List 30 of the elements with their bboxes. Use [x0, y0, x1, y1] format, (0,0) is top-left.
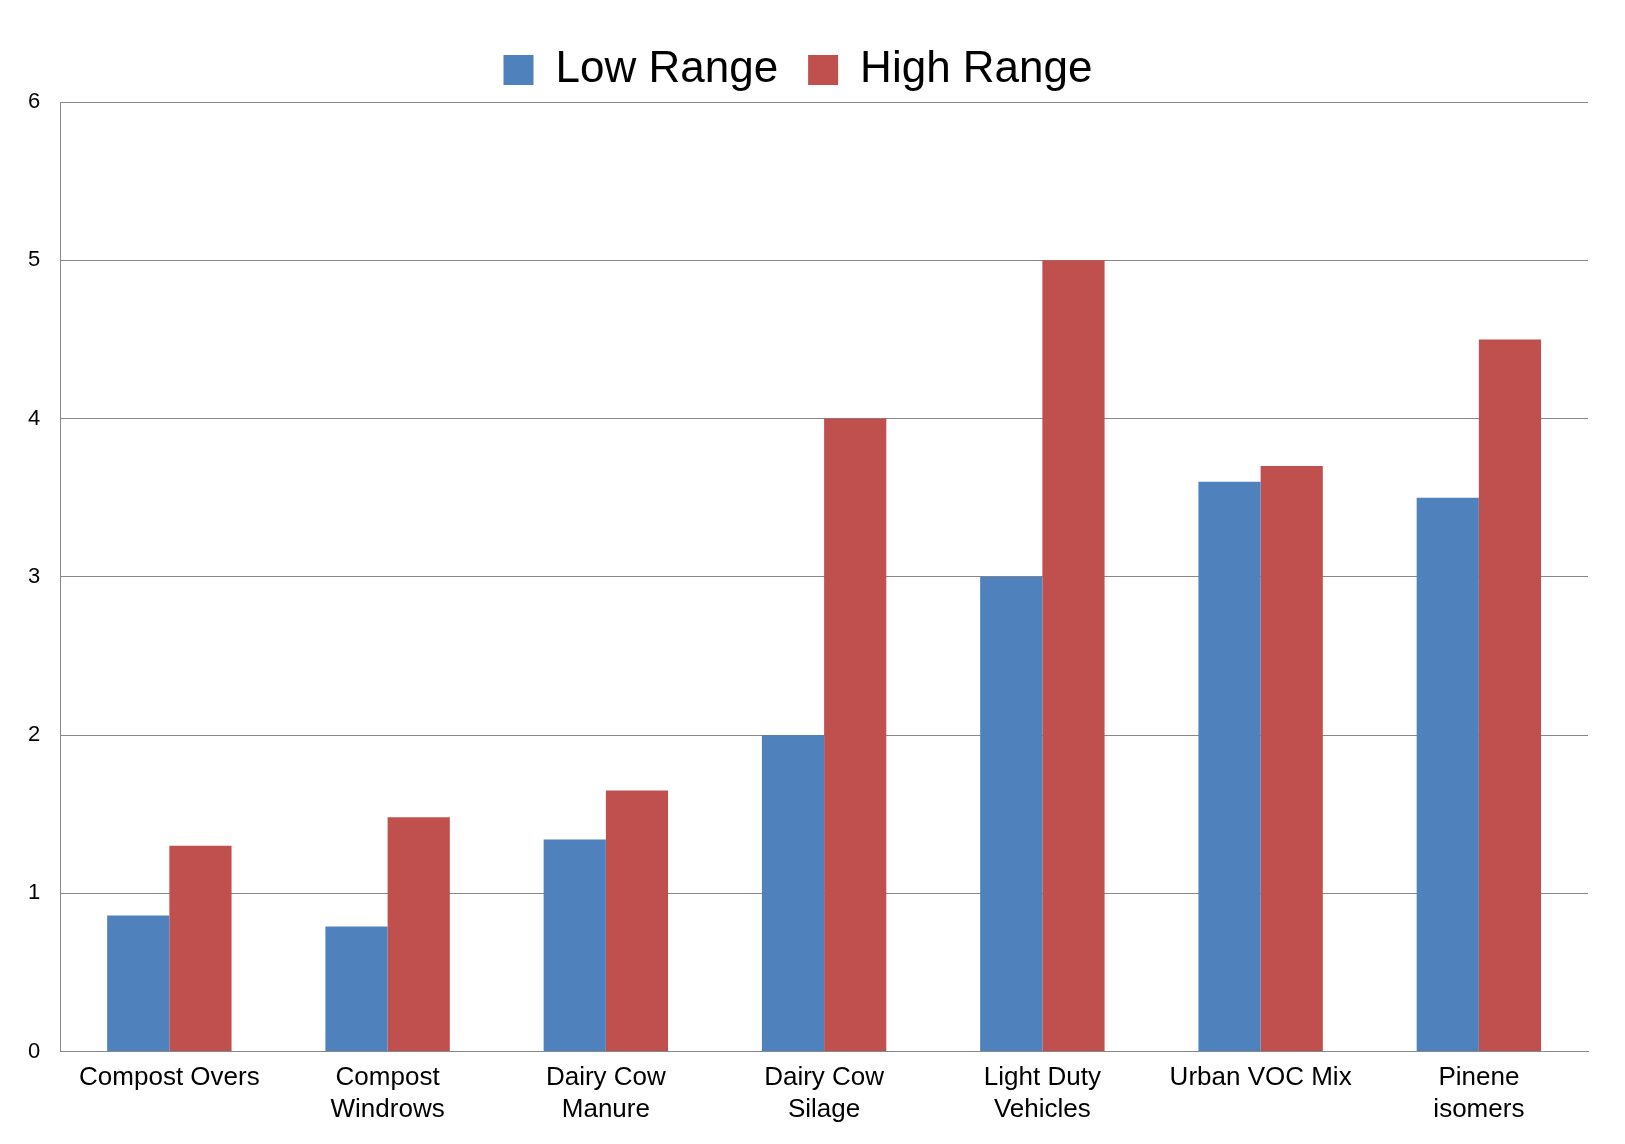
bar	[1260, 466, 1323, 1052]
x-tick-label: Pinene isomers	[1433, 1061, 1525, 1123]
y-tick-label: 5	[27, 246, 41, 272]
bar	[1042, 260, 1105, 1052]
y-tick-label: 0	[27, 1037, 41, 1063]
bar	[1198, 481, 1261, 1052]
bar	[824, 418, 887, 1052]
bar	[605, 790, 669, 1052]
bar	[1416, 497, 1479, 1052]
bar	[169, 845, 232, 1052]
x-tick-label: Compost Overs	[79, 1061, 260, 1092]
x-tick-label: Dairy Cow Silage	[764, 1061, 885, 1123]
y-tick-label: 6	[27, 88, 41, 114]
x-tick-label: Urban VOC Mix	[1169, 1061, 1352, 1092]
y-tick-label: 1	[27, 879, 41, 905]
legend-label: Low Range	[555, 42, 779, 92]
y-tick-label: 2	[27, 721, 41, 747]
bar	[980, 576, 1043, 1052]
y-tick-label: 3	[27, 562, 41, 588]
bar	[761, 735, 825, 1052]
bar	[107, 915, 170, 1052]
bar	[1478, 339, 1542, 1052]
bar	[325, 926, 388, 1052]
x-tick-label: Compost Windrows	[330, 1061, 445, 1123]
bar	[387, 817, 450, 1052]
legend-label: High Range	[860, 42, 1093, 92]
bar	[543, 839, 606, 1052]
x-tick-label: Light Duty Vehicles	[983, 1061, 1101, 1123]
y-tick-label: 4	[27, 404, 41, 430]
x-tick-label: Dairy Cow Manure	[545, 1061, 667, 1123]
